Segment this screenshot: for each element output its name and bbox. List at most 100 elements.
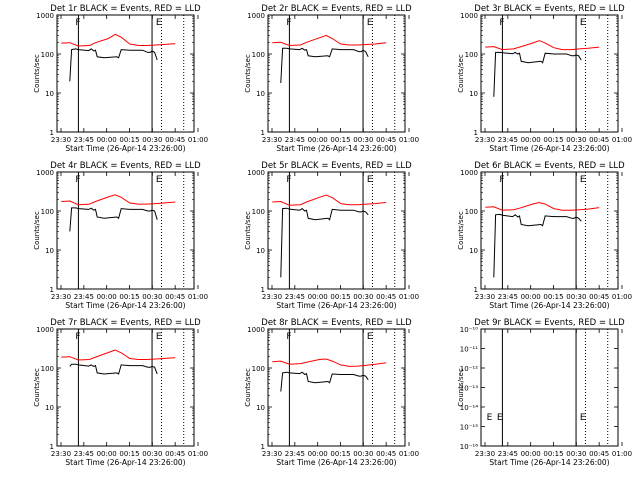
x-tick-label: 00:15 [119,293,139,301]
x-tick-label: 00:15 [543,293,563,301]
y-tick-label: 100 [41,208,54,216]
y-tick-label: 100 [41,51,54,59]
x-tick-label: 23:45 [498,293,518,301]
y-tick-label: 10 [469,247,478,255]
y-tick-label: 10 [45,247,54,255]
flag-label: F [499,175,504,185]
x-tick-label: 01:00 [612,293,632,301]
x-axis-label: Start Time (26-Apr-14 23:26:00) [65,144,185,153]
x-tick-label: 00:15 [119,136,139,144]
x-tick-label: 00:00 [97,136,117,144]
flag-label: E [156,18,162,28]
flag-label: E [367,18,373,28]
x-tick-label: 00:15 [543,450,563,458]
x-tick-label: 23:45 [498,136,518,144]
y-axis-label: Counts/sec [244,54,252,93]
panel-title: Det 6r BLACK = Events, RED = LLD [474,161,625,171]
y-tick-label: 10⁻¹³ [460,385,478,393]
x-tick-label: 00:15 [119,450,139,458]
x-tick-label: 01:00 [399,293,419,301]
x-tick-label: 00:45 [589,136,609,144]
x-tick-label: 00:45 [165,136,185,144]
flag-label: E [156,332,162,342]
flag-label: F [75,175,80,185]
x-tick-label: 00:30 [142,450,162,458]
events-series-line [280,47,369,84]
events-series-line [69,363,158,375]
plot-frame [56,171,195,290]
flag-label: F [286,332,291,342]
x-tick-label: 00:45 [589,293,609,301]
y-tick-label: 1000 [460,169,478,177]
flag-label: E [156,175,162,185]
lld-series-line [272,34,387,47]
y-axis-label: Counts/sec [457,54,465,93]
x-tick-label: 00:30 [566,136,586,144]
x-axis-label: Start Time (26-Apr-14 23:26:00) [489,144,609,153]
y-tick-label: 1 [261,129,265,137]
x-tick-label: 00:30 [353,450,373,458]
lld-series-line [61,33,176,47]
x-tick-label: 23:30 [262,293,282,301]
y-tick-label: 1000 [247,169,265,177]
y-tick-label: 1 [261,443,265,451]
y-axis-label: Counts/sec [244,211,252,250]
plot-frame [480,14,619,133]
flag-label: E [580,413,586,423]
x-tick-label: 00:00 [97,293,117,301]
lld-series-line [61,194,176,206]
y-tick-label: 1000 [247,326,265,334]
events-series-line [280,371,369,392]
flag-label: E [580,18,586,28]
x-axis-label: Start Time (26-Apr-14 23:26:00) [65,458,185,467]
y-tick-label: 10⁻¹⁰ [460,326,478,334]
y-tick-label: 100 [252,365,265,373]
flag-label: F [499,18,504,28]
x-tick-label: 00:30 [353,136,373,144]
events-series-line [493,51,582,97]
events-series-line [493,213,582,278]
flag-label: E [367,175,373,185]
x-tick-label: 23:30 [51,293,71,301]
flag-label: E [580,175,586,185]
y-axis-label: Counts/sec [33,211,41,250]
events-series-line [69,207,158,232]
y-tick-label: 1 [50,286,54,294]
x-axis-label: Start Time (26-Apr-14 23:26:00) [276,301,396,310]
y-tick-label: 10 [256,90,265,98]
y-tick-label: 1 [50,129,54,137]
x-tick-label: 00:45 [589,450,609,458]
x-tick-label: 23:45 [498,450,518,458]
y-tick-label: 10⁻¹⁶ [460,443,478,451]
x-tick-label: 00:30 [142,293,162,301]
flag-label: F [286,175,291,185]
lld-series-line [272,194,387,206]
y-tick-label: 1 [261,286,265,294]
y-tick-label: 10 [469,90,478,98]
x-tick-label: 01:00 [612,450,632,458]
x-tick-label: 00:30 [353,293,373,301]
x-tick-label: 23:30 [262,136,282,144]
y-tick-label: 1 [474,286,478,294]
x-tick-label: 01:00 [399,450,419,458]
lld-series-line [272,358,387,367]
events-series-line [280,207,369,278]
x-tick-label: 00:45 [165,293,185,301]
panel-title: Det 3r BLACK = Events, RED = LLD [474,4,625,14]
panel-title: Det 9r BLACK = Events, RED = LLD [474,318,625,328]
x-tick-label: 00:15 [543,136,563,144]
panel-title: Det 8r BLACK = Events, RED = LLD [261,318,412,328]
x-tick-label: 00:15 [330,136,350,144]
x-tick-label: 01:00 [188,136,208,144]
events-series-line [69,48,158,82]
x-tick-label: 23:45 [74,136,94,144]
x-tick-label: 00:00 [521,450,541,458]
plot-frame [56,14,195,133]
y-tick-label: 10 [45,404,54,412]
x-tick-label: 23:30 [475,450,495,458]
x-tick-label: 23:30 [51,450,71,458]
lld-series-line [485,40,600,51]
flag-label: E [487,413,493,423]
x-tick-label: 00:30 [566,450,586,458]
x-tick-label: 23:45 [74,293,94,301]
